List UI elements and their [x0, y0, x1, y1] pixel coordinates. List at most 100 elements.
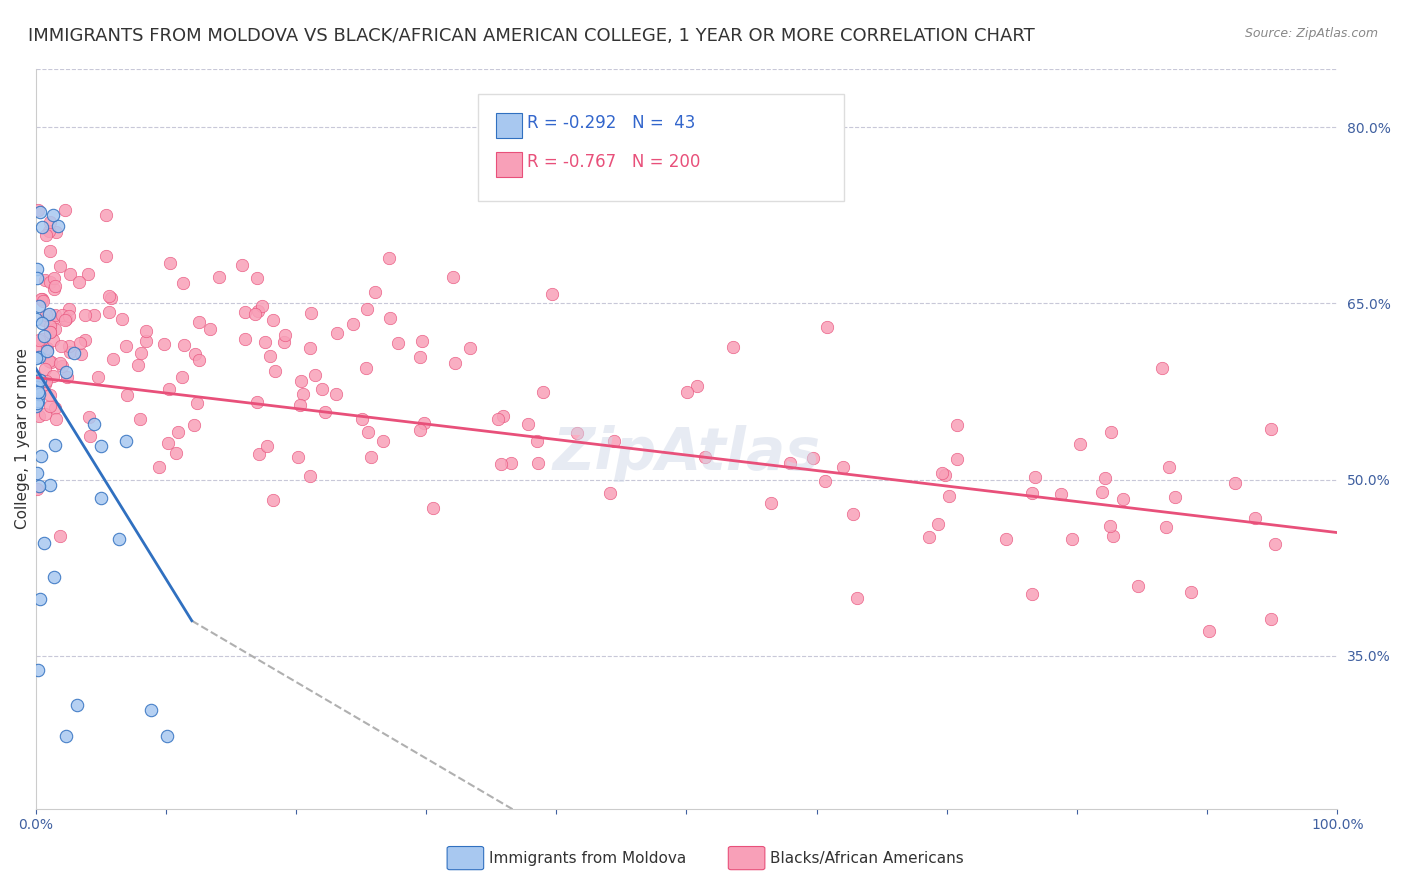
- Point: [1069, 437, 1091, 451]
- Point: [356, 361, 378, 376]
- Point: [67, 275, 90, 289]
- Point: [98, 289, 121, 303]
- Point: [111, 311, 134, 326]
- Point: [28, 479, 51, 493]
- Point: [44, 401, 66, 415]
- Point: [108, 532, 131, 546]
- Y-axis label: College, 1 year or more: College, 1 year or more: [15, 348, 30, 529]
- Point: [31, 316, 53, 330]
- Point: [58, 310, 80, 324]
- Point: [1024, 470, 1046, 484]
- Point: [35, 228, 58, 243]
- Point: [364, 285, 387, 299]
- Point: [409, 423, 432, 437]
- Point: [1154, 519, 1177, 533]
- Point: [27, 350, 49, 364]
- Point: [832, 459, 855, 474]
- Point: [25, 312, 48, 326]
- Point: [83, 308, 105, 322]
- Point: [1260, 612, 1282, 626]
- Point: [167, 425, 190, 439]
- Point: [28, 387, 51, 401]
- Point: [298, 469, 321, 483]
- Point: [90, 439, 112, 453]
- Point: [63, 346, 86, 360]
- Point: [1112, 491, 1135, 506]
- Point: [100, 291, 122, 305]
- Point: [326, 326, 349, 340]
- Point: [526, 456, 548, 470]
- Point: [73, 309, 96, 323]
- Point: [292, 387, 315, 401]
- Point: [42, 207, 65, 221]
- Point: [350, 412, 373, 426]
- Point: [25, 482, 48, 496]
- Point: [97, 305, 120, 319]
- Point: [157, 382, 180, 396]
- Point: [723, 340, 745, 354]
- Point: [129, 346, 152, 360]
- Point: [761, 496, 783, 510]
- Point: [298, 342, 321, 356]
- Point: [32, 294, 55, 309]
- Point: [567, 426, 589, 441]
- Point: [44, 438, 66, 452]
- Point: [114, 339, 136, 353]
- Point: [49, 338, 72, 352]
- Point: [325, 387, 347, 401]
- Point: [159, 256, 181, 270]
- Text: Immigrants from Moldova: Immigrants from Moldova: [489, 851, 686, 865]
- Point: [695, 450, 717, 464]
- Point: [1099, 425, 1122, 439]
- Point: [489, 457, 512, 471]
- Point: [356, 301, 378, 316]
- Point: [51, 308, 73, 322]
- Point: [25, 399, 48, 413]
- Text: R = -0.292   N =  43: R = -0.292 N = 43: [527, 114, 696, 132]
- Point: [846, 591, 869, 606]
- Point: [1198, 624, 1220, 638]
- Point: [1091, 485, 1114, 500]
- Point: [184, 347, 207, 361]
- Point: [79, 428, 101, 442]
- Point: [31, 332, 53, 346]
- Point: [32, 329, 55, 343]
- Point: [34, 313, 56, 327]
- Point: [94, 249, 117, 263]
- Point: [1225, 476, 1247, 491]
- Point: [27, 299, 49, 313]
- Point: [27, 385, 49, 400]
- Point: [188, 315, 211, 329]
- Point: [96, 207, 118, 221]
- Point: [460, 341, 482, 355]
- Point: [486, 412, 509, 426]
- Point: [25, 351, 48, 366]
- Point: [262, 313, 284, 327]
- Point: [246, 394, 269, 409]
- Point: [409, 351, 432, 365]
- Point: [815, 320, 838, 334]
- Point: [1180, 585, 1202, 599]
- Point: [34, 407, 56, 421]
- Point: [801, 450, 824, 465]
- Point: [30, 292, 52, 306]
- Point: [38, 307, 60, 321]
- Point: [30, 205, 52, 219]
- Point: [247, 446, 270, 460]
- Point: [492, 409, 515, 423]
- Point: [28, 409, 51, 423]
- Point: [994, 532, 1017, 546]
- Point: [603, 434, 626, 449]
- Point: [173, 338, 195, 352]
- Point: [58, 339, 80, 353]
- Point: [39, 275, 62, 289]
- Point: [39, 319, 62, 334]
- Text: Source: ZipAtlas.com: Source: ZipAtlas.com: [1244, 27, 1378, 40]
- Point: [235, 332, 257, 346]
- Point: [49, 356, 72, 370]
- Point: [41, 313, 63, 327]
- Point: [200, 322, 222, 336]
- Text: Blacks/African Americans: Blacks/African Americans: [770, 851, 965, 865]
- Point: [73, 333, 96, 347]
- Point: [25, 396, 48, 410]
